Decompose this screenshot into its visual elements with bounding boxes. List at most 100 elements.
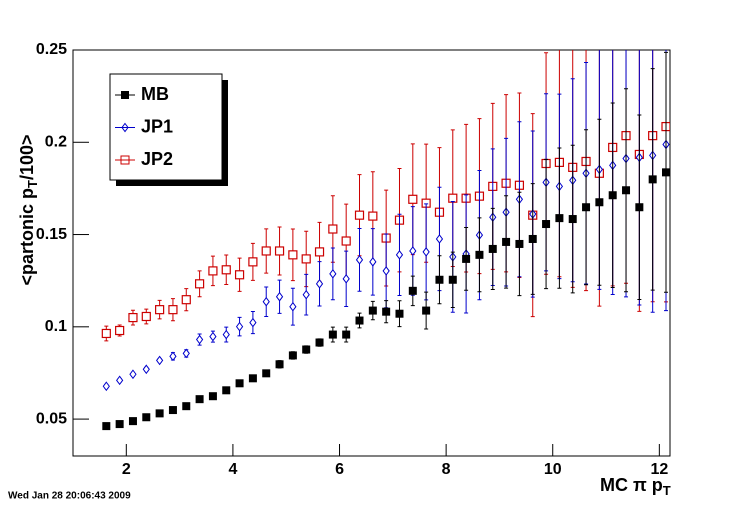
x-tick-label: 6 — [335, 461, 344, 478]
marker — [355, 316, 364, 325]
marker — [542, 220, 551, 229]
marker — [448, 193, 458, 203]
marker — [608, 191, 617, 200]
marker — [115, 325, 125, 336]
marker — [595, 198, 604, 207]
marker — [194, 279, 205, 289]
plot-frame — [72, 49, 671, 457]
marker — [582, 203, 591, 212]
marker — [314, 247, 325, 257]
marker — [555, 214, 564, 223]
marker — [315, 278, 324, 289]
marker — [342, 330, 351, 339]
marker — [368, 306, 377, 315]
marker — [302, 289, 310, 300]
marker — [475, 250, 484, 259]
y-tick-label: 0.05 — [36, 410, 67, 427]
marker — [515, 239, 524, 248]
x-tick-label: 4 — [228, 461, 237, 478]
marker — [235, 379, 244, 388]
legend-entry: JP2 — [115, 149, 173, 169]
marker — [315, 338, 324, 347]
marker — [462, 254, 471, 263]
marker — [222, 329, 230, 340]
timestamp: Wed Jan 28 20:06:43 2009 — [8, 491, 131, 502]
marker — [128, 417, 137, 426]
marker — [341, 236, 351, 246]
marker — [168, 406, 177, 415]
legend-label: JP1 — [141, 116, 173, 136]
marker — [222, 386, 231, 395]
marker — [622, 186, 631, 195]
marker — [301, 254, 311, 264]
marker — [209, 331, 217, 342]
marker — [155, 305, 165, 315]
marker — [102, 422, 111, 431]
y-tick-label: 0.15 — [36, 226, 67, 243]
marker — [248, 374, 257, 383]
marker — [221, 265, 231, 275]
x-axis-label: MC π pT — [600, 475, 671, 499]
legend-entry: JP1 — [115, 116, 173, 136]
marker — [195, 395, 204, 404]
marker — [395, 309, 404, 318]
marker — [329, 269, 337, 279]
marker — [289, 301, 297, 312]
marker — [354, 210, 365, 220]
marker — [328, 224, 338, 234]
marker — [262, 296, 270, 307]
legend-label: MB — [141, 84, 169, 104]
marker — [142, 413, 151, 422]
legend-label: JP2 — [141, 149, 173, 169]
x-tick-label: 10 — [544, 461, 562, 478]
marker — [262, 369, 271, 378]
marker — [275, 360, 284, 369]
marker — [195, 334, 204, 345]
x-tick-label: 8 — [442, 461, 451, 478]
y-tick-label: 0.1 — [45, 318, 67, 335]
marker — [168, 305, 178, 315]
marker — [155, 409, 164, 418]
marker — [408, 286, 417, 295]
marker — [261, 246, 271, 256]
marker — [648, 175, 657, 184]
marker — [435, 275, 444, 284]
x-tick-label: 12 — [650, 461, 668, 478]
marker — [275, 291, 284, 302]
marker — [181, 295, 191, 305]
marker — [382, 266, 390, 276]
marker — [208, 266, 218, 276]
marker — [369, 257, 377, 267]
marker — [422, 247, 430, 257]
marker — [368, 211, 378, 221]
marker — [235, 321, 244, 332]
marker — [249, 317, 257, 328]
marker — [342, 274, 350, 284]
marker — [662, 168, 670, 177]
marker — [528, 234, 537, 243]
marker — [116, 375, 124, 386]
marker — [422, 306, 431, 315]
marker — [182, 348, 190, 359]
marker — [395, 250, 404, 260]
marker — [248, 257, 258, 267]
marker — [208, 392, 217, 401]
marker — [234, 270, 245, 280]
marker — [302, 345, 311, 354]
marker — [448, 275, 457, 284]
marker — [102, 381, 110, 392]
marker — [182, 402, 191, 411]
y-tick-label: 0.25 — [36, 41, 67, 58]
data-layer — [101, 50, 670, 431]
marker — [382, 307, 391, 316]
marker — [155, 355, 164, 366]
marker — [141, 311, 151, 322]
marker — [355, 254, 364, 265]
marker — [115, 420, 124, 429]
x-tick-label: 2 — [122, 461, 131, 478]
marker — [568, 215, 577, 224]
marker — [101, 328, 111, 339]
marker — [435, 234, 444, 244]
